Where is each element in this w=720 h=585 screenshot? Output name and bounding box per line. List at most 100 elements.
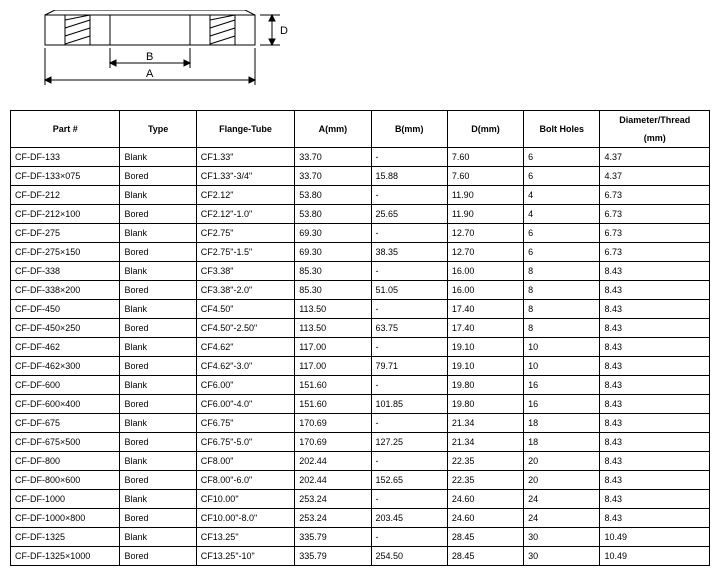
table-cell: Bored [120, 167, 196, 186]
table-cell: 28.45 [447, 528, 523, 547]
table-cell: Bored [120, 395, 196, 414]
table-row: CF-DF-462×300BoredCF4.62"-3.0"117.0079.7… [11, 357, 710, 376]
table-cell: - [371, 338, 447, 357]
table-cell: Blank [120, 148, 196, 167]
table-cell: Bored [120, 319, 196, 338]
table-cell: 16 [524, 395, 600, 414]
table-cell: 8 [524, 300, 600, 319]
table-cell: 8 [524, 262, 600, 281]
table-cell: Blank [120, 262, 196, 281]
header-d: D(mm) [447, 111, 523, 148]
table-row: CF-DF-212×100BoredCF2.12"-1.0"53.8025.65… [11, 205, 710, 224]
table-cell: CF-DF-212 [11, 186, 120, 205]
table-cell: CF-DF-338 [11, 262, 120, 281]
table-cell: 202.44 [295, 471, 371, 490]
header-part: Part # [11, 111, 120, 148]
table-row: CF-DF-338×200BoredCF3.38"-2.0"85.3051.05… [11, 281, 710, 300]
table-cell: 127.25 [371, 433, 447, 452]
table-cell: 8.43 [600, 452, 710, 471]
table-cell: - [371, 452, 447, 471]
table-cell: CF2.75"-1.5" [196, 243, 294, 262]
table-cell: CF3.38"-2.0" [196, 281, 294, 300]
table-cell: 6 [524, 243, 600, 262]
table-cell: - [371, 376, 447, 395]
table-cell: 113.50 [295, 319, 371, 338]
table-cell: 17.40 [447, 319, 523, 338]
table-cell: CF-DF-462 [11, 338, 120, 357]
table-cell: 6.73 [600, 243, 710, 262]
table-cell: CF2.12"-1.0" [196, 205, 294, 224]
table-cell: CF-DF-600×400 [11, 395, 120, 414]
table-cell: CF1.33"-3/4" [196, 167, 294, 186]
table-cell: 11.90 [447, 186, 523, 205]
table-cell: CF8.00"-6.0" [196, 471, 294, 490]
dim-a-label: A [146, 68, 154, 80]
table-cell: CF13.25" [196, 528, 294, 547]
flange-specs-table: Part # Type Flange-Tube A(mm) B(mm) D(mm… [10, 110, 710, 566]
table-row: CF-DF-600BlankCF6.00"151.60-19.80168.43 [11, 376, 710, 395]
table-cell: CF-DF-800 [11, 452, 120, 471]
header-b: B(mm) [371, 111, 447, 148]
table-cell: 33.70 [295, 167, 371, 186]
table-cell: Bored [120, 281, 196, 300]
table-cell: CF3.38" [196, 262, 294, 281]
table-cell: Bored [120, 357, 196, 376]
table-cell: 10.49 [600, 528, 710, 547]
table-cell: CF-DF-462×300 [11, 357, 120, 376]
table-cell: Bored [120, 509, 196, 528]
table-cell: 53.80 [295, 186, 371, 205]
table-cell: 24 [524, 490, 600, 509]
table-cell: 253.24 [295, 509, 371, 528]
table-cell: 254.50 [371, 547, 447, 566]
table-cell: - [371, 414, 447, 433]
table-cell: 8.43 [600, 471, 710, 490]
table-row: CF-DF-450BlankCF4.50"113.50-17.4088.43 [11, 300, 710, 319]
table-cell: - [371, 224, 447, 243]
table-cell: - [371, 300, 447, 319]
table-cell: 8 [524, 319, 600, 338]
table-cell: 28.45 [447, 547, 523, 566]
table-cell: 53.80 [295, 205, 371, 224]
table-cell: Blank [120, 224, 196, 243]
table-cell: Blank [120, 300, 196, 319]
header-dia-unit: (mm) [600, 129, 710, 148]
table-cell: CF-DF-450×250 [11, 319, 120, 338]
table-cell: 8.43 [600, 357, 710, 376]
table-cell: 11.90 [447, 205, 523, 224]
table-cell: 203.45 [371, 509, 447, 528]
table-cell: 12.70 [447, 243, 523, 262]
table-cell: CF6.00" [196, 376, 294, 395]
table-cell: CF4.62" [196, 338, 294, 357]
table-cell: CF-DF-1000×800 [11, 509, 120, 528]
table-cell: 152.65 [371, 471, 447, 490]
table-row: CF-DF-1000×800BoredCF10.00"-8.0"253.2420… [11, 509, 710, 528]
table-cell: CF2.12" [196, 186, 294, 205]
table-cell: 4.37 [600, 167, 710, 186]
table-cell: CF-DF-675 [11, 414, 120, 433]
table-cell: CF4.50" [196, 300, 294, 319]
table-cell: - [371, 186, 447, 205]
table-cell: CF4.50"-2.50" [196, 319, 294, 338]
table-cell: 15.88 [371, 167, 447, 186]
table-cell: 8.43 [600, 414, 710, 433]
table-cell: 21.34 [447, 433, 523, 452]
table-cell: Bored [120, 547, 196, 566]
table-cell: 8.43 [600, 262, 710, 281]
table-cell: 30 [524, 547, 600, 566]
header-a: A(mm) [295, 111, 371, 148]
table-cell: CF6.00"-4.0" [196, 395, 294, 414]
table-cell: 33.70 [295, 148, 371, 167]
table-cell: 10 [524, 357, 600, 376]
table-cell: CF1.33" [196, 148, 294, 167]
table-cell: 335.79 [295, 547, 371, 566]
table-cell: Bored [120, 471, 196, 490]
table-cell: 6 [524, 224, 600, 243]
header-flange: Flange-Tube [196, 111, 294, 148]
table-cell: 51.05 [371, 281, 447, 300]
table-cell: CF8.00" [196, 452, 294, 471]
table-cell: 21.34 [447, 414, 523, 433]
table-cell: Blank [120, 490, 196, 509]
table-cell: 24 [524, 509, 600, 528]
table-cell: - [371, 262, 447, 281]
table-cell: 117.00 [295, 357, 371, 376]
